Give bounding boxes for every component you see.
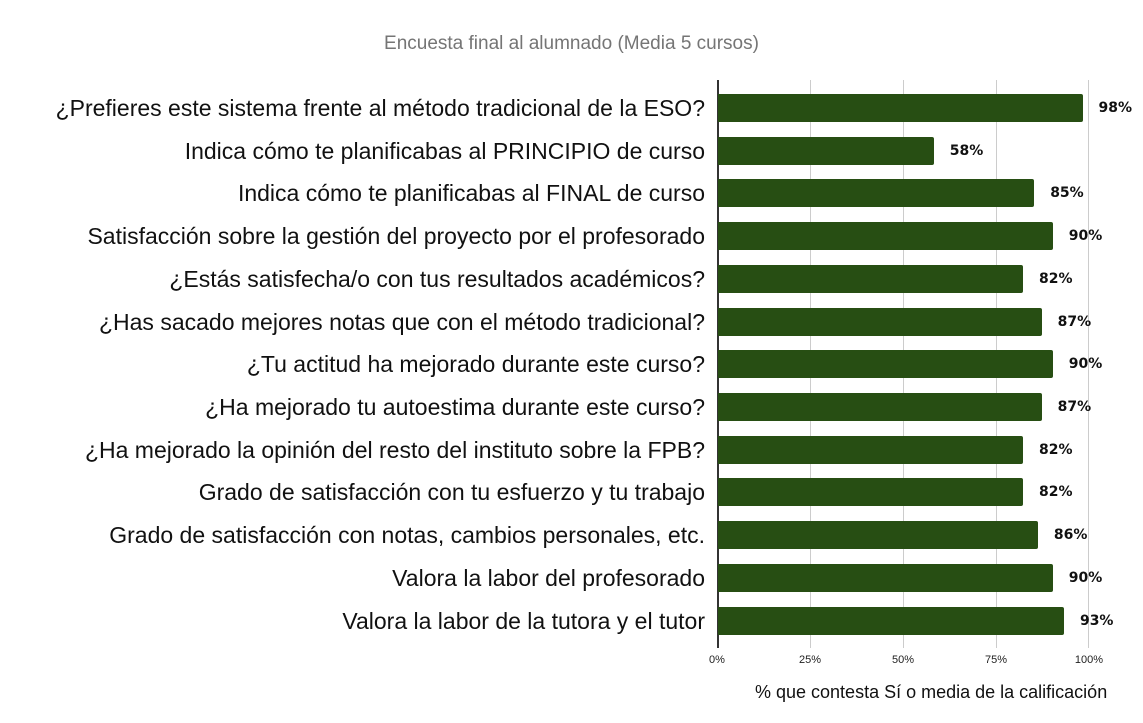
bar [718, 607, 1064, 635]
value-label: 58% [949, 143, 984, 159]
category-label: Satisfacción sobre la gestión del proyec… [87, 223, 705, 249]
value-label: 90% [1068, 228, 1103, 244]
value-label: 90% [1068, 570, 1103, 586]
bar-row: Indica cómo te planificabas al FINAL de … [0, 178, 1143, 208]
bar-row: ¿Ha mejorado la opinión del resto del in… [0, 435, 1143, 465]
value-label: 86% [1053, 527, 1088, 543]
chart-title: Encuesta final al alumnado (Media 5 curs… [384, 33, 759, 54]
bar [718, 94, 1083, 122]
bar-row: Satisfacción sobre la gestión del proyec… [0, 221, 1143, 251]
value-label: 82% [1039, 271, 1073, 287]
bar-row: ¿Prefieres este sistema frente al método… [0, 93, 1143, 123]
bar [718, 308, 1042, 336]
bar [718, 137, 934, 165]
bar-row: Valora la labor del profesorado 90% [0, 563, 1143, 593]
value-label: 85% [1050, 185, 1084, 201]
value-label: 87% [1057, 314, 1092, 330]
bar-row: ¿Estás satisfecha/o con tus resultados a… [0, 264, 1143, 294]
bar [718, 478, 1024, 506]
category-label: ¿Prefieres este sistema frente al método… [55, 95, 705, 121]
category-label: Valora la labor del profesorado [392, 565, 705, 591]
bar-row: ¿Ha mejorado tu autoestima durante este … [0, 392, 1143, 422]
category-label: ¿Ha mejorado la opinión del resto del in… [84, 437, 705, 463]
category-label: Grado de satisfacción con tu esfuerzo y … [198, 479, 705, 505]
x-tick-label: 25% [798, 654, 822, 666]
category-label: ¿Has sacado mejores notas que con el mét… [98, 309, 705, 335]
value-label: 87% [1057, 399, 1092, 415]
category-label: Indica cómo te planificabas al FINAL de … [237, 180, 705, 206]
x-tick-label: 100% [1074, 654, 1104, 666]
bar [718, 393, 1042, 421]
bar [718, 350, 1053, 378]
bar [718, 521, 1038, 549]
bar-row: ¿Has sacado mejores notas que con el mét… [0, 307, 1143, 337]
category-label: Grado de satisfacción con notas, cambios… [109, 522, 705, 548]
value-label: 82% [1039, 484, 1073, 500]
bar [718, 222, 1053, 250]
category-label: Indica cómo te planificabas al PRINCIPIO… [184, 138, 705, 164]
value-label: 93% [1079, 613, 1114, 629]
value-label: 82% [1039, 442, 1073, 458]
gridline-100 [1088, 80, 1089, 648]
bar-row: Grado de satisfacción con notas, cambios… [0, 520, 1143, 550]
category-label: ¿Tu actitud ha mejorado durante este cur… [246, 351, 705, 377]
x-tick-label: 50% [891, 654, 915, 666]
bar-row: ¿Tu actitud ha mejorado durante este cur… [0, 349, 1143, 379]
bar-row: Indica cómo te planificabas al PRINCIPIO… [0, 136, 1143, 166]
x-axis-title: % que contesta Sí o media de la califica… [755, 682, 1108, 702]
x-tick-label: 75% [984, 654, 1008, 666]
bar-row: Valora la labor de la tutora y el tutor 9… [0, 606, 1143, 636]
category-label: ¿Ha mejorado tu autoestima durante este … [205, 394, 705, 420]
bar-row: Grado de satisfacción con tu esfuerzo y … [0, 477, 1143, 507]
bar [718, 265, 1024, 293]
category-label: Valora la labor de la tutora y el tutor [342, 608, 705, 634]
bar [718, 436, 1024, 464]
bar [718, 564, 1053, 592]
value-label: 98% [1098, 100, 1133, 116]
bar [718, 179, 1035, 207]
value-label: 90% [1068, 356, 1103, 372]
category-label: ¿Estás satisfecha/o con tus resultados a… [169, 266, 705, 292]
x-tick-label: 0% [709, 654, 725, 666]
